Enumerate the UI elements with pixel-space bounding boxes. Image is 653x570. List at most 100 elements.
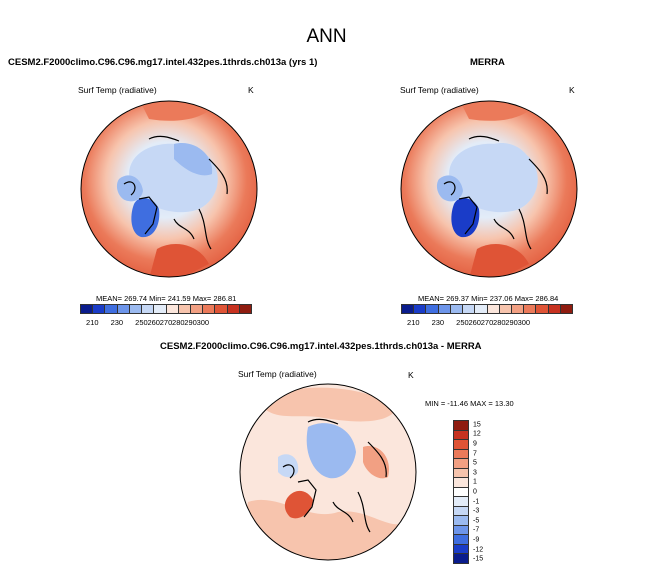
colorbar-tick-label: -7 <box>473 526 480 534</box>
colorbar-swatch <box>81 305 94 313</box>
colorbar-swatch <box>454 459 468 469</box>
colorbar-tick-label: -9 <box>473 536 480 544</box>
diff-stats: MIN = -11.46 MAX = 13.30 <box>425 399 514 408</box>
obs-stats: MEAN= 269.37 Min= 237.06 Max= 286.84 <box>418 294 559 303</box>
greenland-cold-region <box>131 197 160 238</box>
diff-units-label: K <box>408 370 414 380</box>
coastlines <box>443 135 548 250</box>
colorbar-tick-label: -5 <box>473 517 480 525</box>
model-stats: MEAN= 269.74 Min= 241.59 Max= 286.81 <box>96 294 237 303</box>
colorbar-tick-label: 15 <box>473 421 481 429</box>
canada-cool-region <box>436 175 463 202</box>
colorbar-swatch <box>215 305 228 313</box>
colorbar-swatch <box>454 430 468 441</box>
canada-cool-region <box>116 175 143 202</box>
colorbar-swatch <box>454 554 468 563</box>
obs-colorbar <box>401 304 573 314</box>
diff-variable-label: Surf Temp (radiative) <box>238 369 317 379</box>
diff-panel-title: CESM2.F2000climo.C96.C96.mg17.intel.432p… <box>160 341 482 352</box>
colorbar-swatch <box>475 305 488 313</box>
colorbar-swatch <box>548 305 561 313</box>
colorbar-tick-label: 9 <box>473 440 477 448</box>
colorbar-tick-label: 300 <box>196 318 210 327</box>
colorbar-swatch <box>454 440 468 450</box>
warm-anomaly-south <box>240 500 416 560</box>
colorbar-swatch <box>190 305 204 313</box>
obs-colorbar-ticks: 210 230 250 260 270 280 290 300 <box>401 318 573 328</box>
colorbar-tick-label: 260 <box>468 318 481 327</box>
obs-variable-label: Surf Temp (radiative) <box>400 85 479 95</box>
model-variable-label: Surf Temp (radiative) <box>78 85 157 95</box>
colorbar-tick-label: 5 <box>473 459 477 467</box>
colorbar-swatch <box>117 305 130 313</box>
siberia-cool-region <box>494 143 533 176</box>
colorbar-tick-label: 280 <box>493 318 506 327</box>
colorbar-swatch <box>227 305 240 313</box>
colorbar-tick-label: -15 <box>473 555 484 563</box>
colorbar-swatch <box>239 305 252 313</box>
colorbar-swatch <box>454 497 468 507</box>
colorbar-swatch <box>463 305 476 313</box>
obs-units-label: K <box>569 85 575 95</box>
colorbar-swatch <box>129 305 143 313</box>
colorbar-tick-label: 250 <box>135 318 148 327</box>
model-colorbar-ticks: 210 230 250 260 270 280 290 300 <box>80 318 252 328</box>
obs-panel-title: MERRA <box>470 57 505 68</box>
figure-title: ANN <box>306 26 347 47</box>
colorbar-swatch <box>105 305 118 313</box>
colorbar-tick-label: 7 <box>473 450 477 458</box>
colorbar-swatch <box>203 305 216 313</box>
colorbar-tick-label: 3 <box>473 469 477 477</box>
colorbar-swatch <box>414 305 427 313</box>
colorbar-tick-label: -1 <box>473 498 480 506</box>
colorbar-swatch <box>454 525 468 536</box>
colorbar-tick-label: -3 <box>473 507 480 515</box>
atlantic-warm-region <box>149 244 209 277</box>
colorbar-swatch <box>438 305 451 313</box>
colorbar-swatch <box>560 305 573 313</box>
colorbar-swatch <box>402 305 415 313</box>
colorbar-swatch <box>454 516 468 526</box>
colorbar-swatch <box>454 506 468 517</box>
colorbar-tick-label: 300 <box>517 318 531 327</box>
colorbar-swatch <box>454 478 468 488</box>
colorbar-tick-label: 280 <box>172 318 185 327</box>
colorbar-swatch <box>154 305 167 313</box>
diff-polar-map <box>239 383 417 561</box>
colorbar-swatch <box>178 305 191 313</box>
greenland-warm-anomaly <box>284 490 313 519</box>
colorbar-tick-label: -12 <box>473 546 484 554</box>
obs-polar-map <box>400 100 578 278</box>
coastlines <box>282 418 387 533</box>
model-panel-title: CESM2.F2000climo.C96.C96.mg17.intel.432p… <box>8 57 318 68</box>
colorbar-swatch <box>450 305 464 313</box>
colorbar-tick-label: 290 <box>184 318 197 327</box>
colorbar-tick-label: 290 <box>505 318 518 327</box>
colorbar-tick-label: 12 <box>473 430 481 438</box>
model-polar-map <box>80 100 258 278</box>
colorbar-swatch <box>454 487 468 498</box>
greenland-cold-region <box>451 197 480 238</box>
colorbar-tick-label: 270 <box>480 318 494 327</box>
colorbar-swatch <box>454 468 468 479</box>
coastlines <box>123 135 228 250</box>
colorbar-swatch <box>524 305 537 313</box>
siberia-cool-region <box>174 143 213 176</box>
colorbar-swatch <box>499 305 512 313</box>
colorbar-swatch <box>454 421 468 431</box>
diff-colorbar <box>453 420 469 564</box>
colorbar-swatch <box>426 305 439 313</box>
model-colorbar <box>80 304 252 314</box>
colorbar-tick-label: 260 <box>147 318 160 327</box>
colorbar-swatch <box>93 305 106 313</box>
colorbar-swatch <box>166 305 179 313</box>
colorbar-swatch <box>454 535 468 545</box>
colorbar-tick-label: 1 <box>473 478 477 486</box>
siberia-warm-anomaly <box>363 446 389 479</box>
colorbar-tick-label: 0 <box>473 488 477 496</box>
colorbar-swatch <box>536 305 549 313</box>
colorbar-tick-label: 210 <box>86 318 99 327</box>
colorbar-tick-label: 270 <box>159 318 173 327</box>
colorbar-swatch <box>454 449 468 460</box>
colorbar-swatch <box>487 305 500 313</box>
